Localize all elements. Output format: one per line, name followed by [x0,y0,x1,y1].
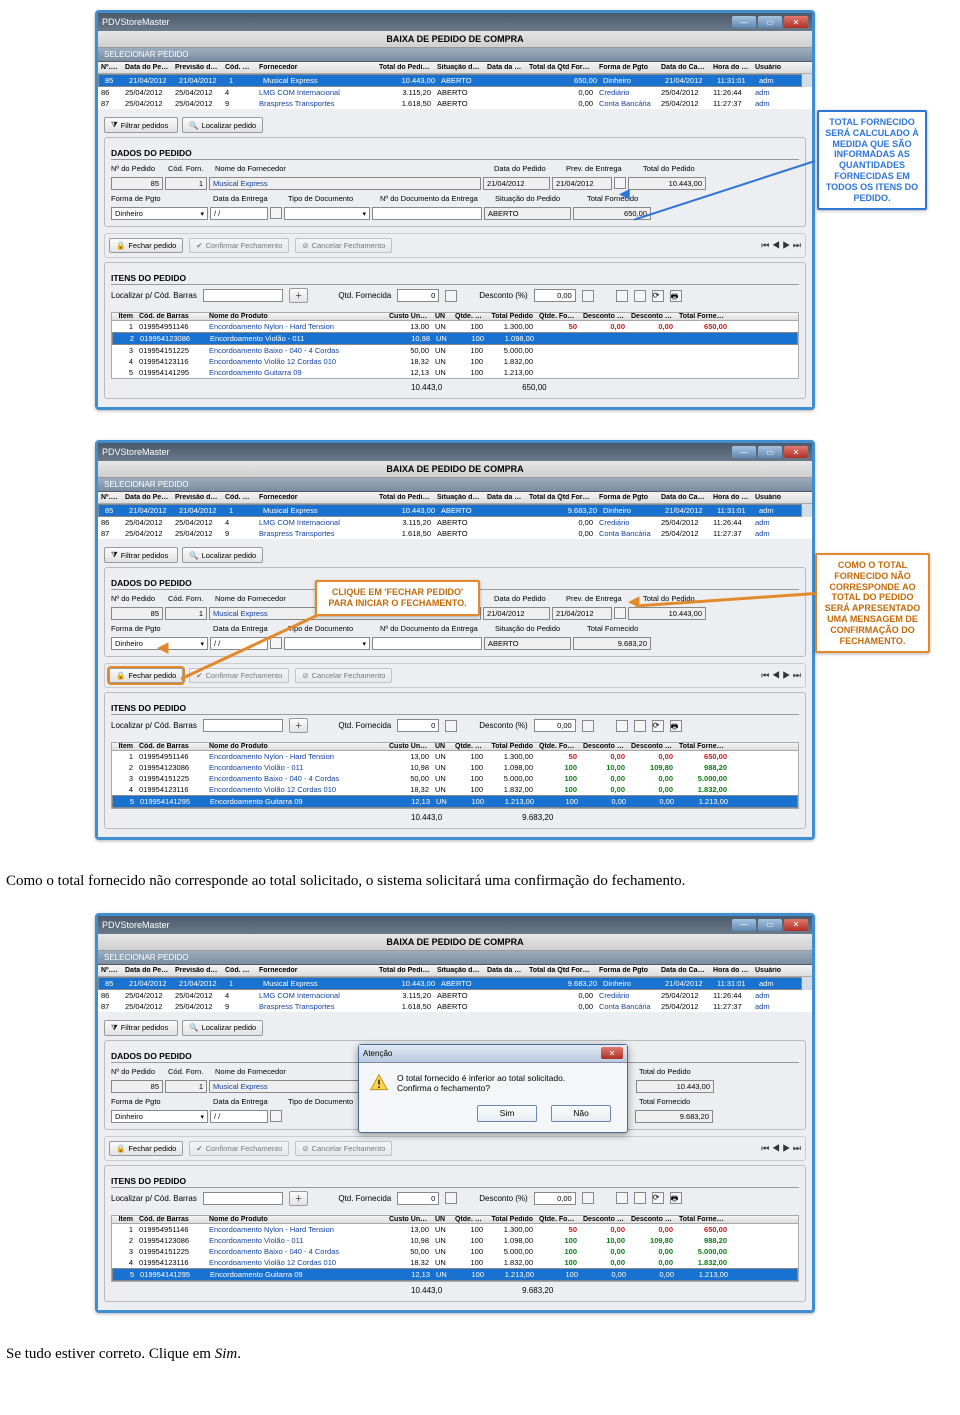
record-nav[interactable]: ⏮ ◀ ▶ ⏭ [761,240,801,251]
print-icon[interactable]: 🖶 [670,290,682,302]
item-row[interactable]: 4019954123116Encordoamento Violão 12 Cor… [112,356,798,367]
item-row[interactable]: 2019954123086Encordoamento Violão - 0111… [112,332,798,345]
order-row[interactable]: 8625/04/201225/04/20124LMG COM Internaci… [98,517,812,528]
order-row[interactable]: 8521/04/201221/04/20121Musical Express10… [98,977,802,990]
search-icon: 🔍 [189,121,198,130]
fechar-pedido-button[interactable]: 🔒 Fechar pedido [109,238,183,253]
item-row[interactable]: 3019954151225Encordoamento Baixo - 040 -… [112,1246,798,1257]
spin-icon[interactable] [582,290,594,302]
dialog-msg-2: Confirma o fechamento? [397,1083,565,1093]
section-itens: ITENS DO PEDIDO [111,271,799,285]
close-button[interactable]: ✕ [784,16,808,28]
confirm-dialog: Atenção ✕ O total fornecido é inferior a… [358,1044,628,1133]
orders-header: Nº. do Ped.:Data do Pedido Previsão de E… [98,62,812,74]
orders-grid[interactable]: 8521/04/201221/04/20121Musical Express10… [98,74,812,109]
app-window: PDVStoreMaster — ▭ ✕ BAIXA DE PEDIDO DE … [95,10,815,410]
dialog-close-button[interactable]: ✕ [601,1047,623,1059]
item-row[interactable]: 1019954951146Encordoamento Nylon - Hard … [112,751,798,762]
confirmar-fechamento-button: ✔ Confirmar Fechamento [189,238,289,253]
screenshot-3: PDVStoreMaster —▭✕ BAIXA DE PEDIDO DE CO… [95,913,925,1313]
dialog-yes-button[interactable]: Sim [477,1105,537,1122]
tipo-doc-select[interactable] [284,207,370,220]
dialog-no-button[interactable]: Não [551,1105,611,1122]
desconto-input[interactable]: 0,00 [534,289,576,302]
app-window: PDVStoreMaster —▭✕ BAIXA DE PEDIDO DE CO… [95,913,815,1313]
items-grid[interactable]: 1019954951146Encordoamento Nylon - Hard … [111,750,799,809]
qtd-fornecida-input[interactable]: 0 [397,289,439,302]
add-item-button[interactable]: ＋ [289,288,309,303]
dialog-msg-1: O total fornecido é inferior ao total so… [397,1073,565,1083]
paragraph-1: Como o total fornecido não corresponde a… [6,870,940,893]
sum-total-pedido: 10.443,0 [411,383,442,392]
cancelar-fechamento-button: ⊘ Cancelar Fechamento [295,238,392,253]
filter-button[interactable]: ⧩Filtrar pedidos [104,117,178,133]
select-bar[interactable]: SELECIONAR PEDIDO [98,48,812,62]
callout-2: COMO O TOTAL FORNECIDO NÃO CORRESPONDE A… [815,553,930,653]
num-pedido: 85 [111,177,163,190]
order-row[interactable]: 8521/04/201221/04/20121Musical Express10… [98,74,802,87]
item-row[interactable]: 1019954951146Encordoamento Nylon - Hard … [112,321,798,332]
item-row[interactable]: 5019954141295Encordoamento Guitarra 0912… [112,1268,798,1281]
banner: BAIXA DE PEDIDO DE COMPRA [98,31,812,48]
order-row[interactable]: 8725/04/201225/04/20129Braspress Transpo… [98,98,812,109]
spin-icon[interactable] [445,290,457,302]
window-title: PDVStoreMaster [102,17,170,27]
tip-box: CLIQUE EM 'FECHAR PEDIDO' PARA INICIAR O… [315,580,480,616]
cod-barras-input[interactable] [203,289,283,302]
item-row[interactable]: 2019954123086Encordoamento Violão - 0111… [112,762,798,773]
callout-1: TOTAL FORNECIDO SERÁ CALCULADO À MEDIDA … [817,110,927,210]
total-pedido: 10.443,00 [628,177,706,190]
history-icon[interactable]: ⟳ [652,290,664,302]
orders-grid[interactable]: 8521/04/201221/04/20121Musical Express10… [98,977,812,1012]
item-row[interactable]: 3019954151225Encordoamento Baixo - 040 -… [112,345,798,356]
item-row[interactable]: 2019954123086Encordoamento Violão - 0111… [112,1235,798,1246]
cod-forn: 1 [165,177,207,190]
sum-total-fornecido: 650,00 [522,383,546,392]
item-row[interactable]: 5019954141295Encordoamento Guitarra 0912… [112,367,798,378]
funnel-icon: ⧩ [111,120,118,130]
fechar-pedido-button[interactable]: 🔒 Fechar pedido [109,668,183,683]
item-row[interactable]: 1019954951146Encordoamento Nylon - Hard … [112,1224,798,1235]
filter-toolbar: ⧩Filtrar pedidos 🔍Localizar pedido [104,117,806,133]
minimize-button[interactable]: — [732,16,756,28]
item-row[interactable]: 5019954141295Encordoamento Guitarra 0912… [112,795,798,808]
title-bar: PDVStoreMaster — ▭ ✕ [98,13,812,31]
num-doc-input[interactable] [372,207,482,220]
locate-button[interactable]: 🔍Localizar pedido [182,117,263,133]
data-pedido: 21/04/2012 [483,177,550,190]
item-row[interactable]: 4019954123116Encordoamento Violão 12 Cor… [112,1257,798,1268]
item-row[interactable]: 4019954123116Encordoamento Violão 12 Cor… [112,784,798,795]
orders-grid[interactable]: 8521/04/201221/04/20121Musical Express10… [98,504,812,539]
item-row[interactable]: 3019954151225Encordoamento Baixo - 040 -… [112,773,798,784]
order-row[interactable]: 8521/04/201221/04/20121Musical Express10… [98,504,802,517]
forma-pgto-select[interactable]: Dinheiro [111,207,208,220]
order-row[interactable]: 8725/04/201225/04/20129Braspress Transpo… [98,1001,812,1012]
dialog-title: Atenção [363,1049,392,1058]
cancel-icon[interactable] [634,290,646,302]
calendar-icon[interactable] [270,207,282,219]
fechar-pedido-button[interactable]: 🔒 Fechar pedido [109,1141,183,1156]
order-row[interactable]: 8625/04/201225/04/20124LMG COM Internaci… [98,990,812,1001]
nome-forn: Musical Express [209,177,481,190]
app-window: PDVStoreMaster —▭✕ BAIXA DE PEDIDO DE CO… [95,440,815,840]
maximize-button[interactable]: ▭ [758,16,782,28]
warning-icon [369,1073,389,1093]
situacao: ABERTO [484,207,571,220]
items-grid[interactable]: 1019954951146Encordoamento Nylon - Hard … [111,1223,799,1282]
order-row[interactable]: 8625/04/201225/04/20124LMG COM Internaci… [98,87,812,98]
section-dados: DADOS DO PEDIDO [111,146,799,160]
screenshot-2: PDVStoreMaster —▭✕ BAIXA DE PEDIDO DE CO… [95,440,925,840]
prev-entrega: 21/04/2012 [552,177,612,190]
save-icon[interactable] [616,290,628,302]
items-grid[interactable]: 1019954951146Encordoamento Nylon - Hard … [111,320,799,379]
order-row[interactable]: 8725/04/201225/04/20129Braspress Transpo… [98,528,812,539]
paragraph-2: Se tudo estiver correto. Clique em Sim. [6,1343,940,1366]
screenshot-1: PDVStoreMaster — ▭ ✕ BAIXA DE PEDIDO DE … [95,10,925,410]
window-buttons: — ▭ ✕ [732,16,808,28]
data-entrega-input[interactable]: / / [210,207,268,220]
